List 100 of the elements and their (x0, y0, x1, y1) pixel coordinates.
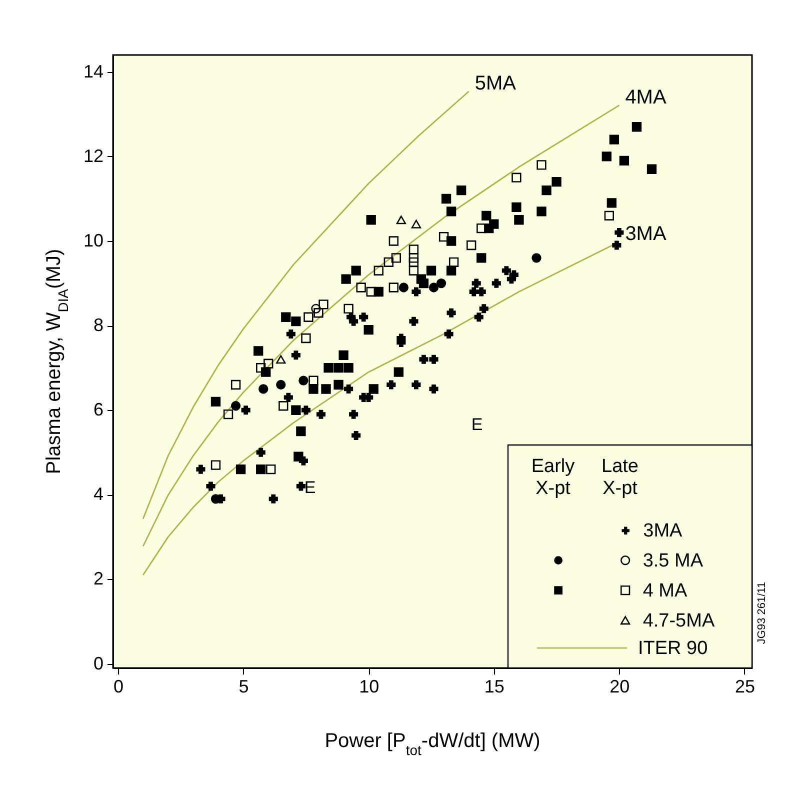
point (476, 224, 486, 234)
point (536, 160, 546, 170)
point (368, 384, 378, 394)
point (542, 185, 552, 196)
point (374, 266, 384, 276)
point (429, 384, 438, 394)
point (344, 304, 354, 314)
x-tick-label: 0 (114, 676, 124, 696)
point (334, 380, 344, 390)
point (276, 355, 286, 364)
point (646, 164, 657, 174)
point (359, 312, 368, 322)
point (281, 312, 291, 322)
annotation: E (471, 415, 483, 434)
point (409, 316, 418, 326)
point (492, 278, 501, 288)
point (352, 430, 361, 440)
x-tick-label: 5 (238, 676, 249, 696)
point (514, 215, 524, 225)
point (609, 134, 620, 144)
point (632, 122, 642, 132)
annotation: Early X-pt (531, 456, 576, 499)
point (364, 324, 374, 335)
point (230, 380, 241, 390)
point (408, 253, 419, 263)
point (479, 304, 488, 314)
point (256, 448, 266, 457)
point (298, 376, 308, 386)
point (502, 266, 511, 276)
point (308, 384, 318, 394)
point (456, 185, 466, 196)
series-label: 3MA (625, 222, 667, 245)
point (386, 380, 396, 390)
point (384, 257, 394, 267)
annotation: ITER 90 (638, 638, 708, 659)
point (291, 405, 301, 415)
y-tick-label: 2 (93, 568, 104, 589)
y-tick-label: 14 (83, 61, 104, 82)
point (536, 206, 546, 216)
point (419, 354, 428, 364)
point (412, 287, 421, 296)
point (391, 253, 401, 263)
point (318, 300, 328, 310)
y-tick-label: 0 (93, 653, 104, 674)
point (196, 464, 206, 474)
point (512, 172, 522, 182)
point (429, 354, 438, 364)
point (338, 350, 348, 360)
point (304, 312, 314, 322)
point (412, 380, 421, 390)
point (428, 282, 439, 292)
point (426, 266, 436, 276)
point (619, 156, 630, 166)
point (466, 240, 476, 250)
y-tick-label: 4 (93, 484, 104, 504)
point (448, 257, 459, 267)
point (210, 396, 221, 406)
point (264, 358, 274, 368)
point (210, 460, 221, 470)
point (416, 274, 426, 284)
point (408, 266, 419, 276)
point (223, 410, 234, 420)
point (512, 202, 522, 212)
annotation: Late X-pt (602, 456, 638, 499)
y-tick-label: 6 (93, 400, 104, 420)
point (334, 363, 344, 373)
point (446, 266, 456, 276)
legend-label: 4 MA (642, 580, 688, 602)
point (602, 152, 612, 162)
point (301, 333, 311, 344)
legend-label: 3MA (643, 520, 683, 542)
annotation: E (304, 478, 316, 497)
point (344, 384, 354, 394)
point (408, 244, 419, 254)
point (474, 312, 484, 322)
point (398, 282, 409, 292)
point (291, 350, 300, 360)
point (408, 257, 419, 267)
point (349, 316, 358, 326)
point (341, 274, 351, 284)
point (446, 308, 456, 318)
point (278, 401, 288, 411)
point (532, 253, 542, 263)
point (296, 426, 306, 436)
point (344, 363, 354, 373)
point (301, 406, 310, 415)
point (256, 363, 266, 373)
point (291, 316, 301, 326)
point (436, 278, 446, 288)
point (444, 330, 454, 339)
point (411, 220, 422, 228)
series-label: 5MA (474, 72, 517, 94)
point (276, 380, 286, 390)
point (266, 464, 276, 474)
point (482, 210, 492, 220)
point (241, 406, 250, 415)
point (314, 308, 324, 318)
point (321, 384, 331, 394)
x-axis-title: Power [P$_{tot}$-dW/dt] (MW) (324, 730, 540, 758)
point (311, 304, 321, 314)
